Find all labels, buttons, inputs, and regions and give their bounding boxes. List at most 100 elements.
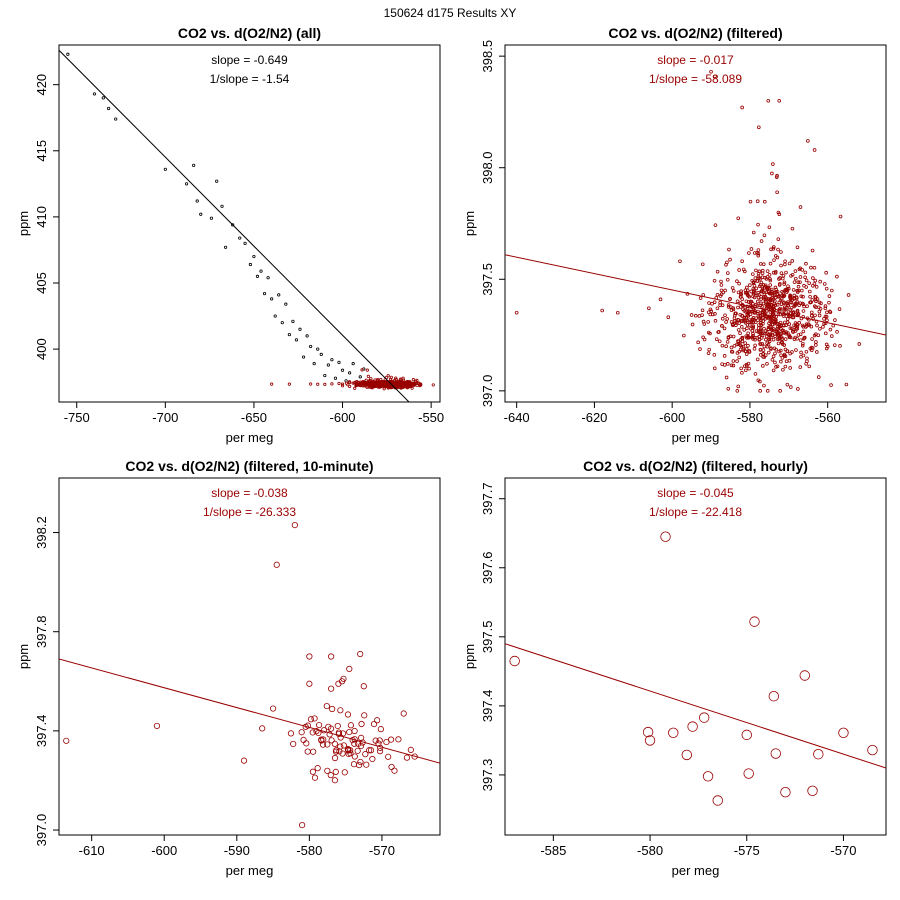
data-point — [768, 277, 772, 281]
data-point — [747, 366, 751, 371]
data-point — [757, 125, 761, 130]
data-point — [736, 339, 740, 343]
data-point — [720, 316, 725, 321]
data-point — [298, 729, 305, 736]
data-point — [344, 711, 352, 718]
y-tick-label: 398.2 — [34, 516, 49, 549]
data-point — [725, 340, 730, 344]
data-point — [783, 337, 788, 341]
data-point — [781, 367, 785, 372]
data-point — [824, 270, 828, 275]
data-point — [215, 179, 219, 183]
data-point — [698, 347, 702, 351]
data-point — [770, 322, 775, 327]
data-point — [814, 299, 818, 304]
data-point — [814, 285, 819, 289]
data-point — [712, 366, 717, 371]
data-point — [220, 204, 224, 208]
data-point — [775, 190, 779, 195]
data-point — [751, 326, 755, 330]
data-point — [735, 279, 739, 283]
plot-area — [59, 49, 435, 402]
data-point — [700, 262, 705, 267]
data-point — [813, 313, 817, 318]
data-point — [647, 306, 651, 311]
data-point — [767, 333, 771, 337]
data-point — [761, 348, 766, 352]
data-point — [717, 339, 722, 344]
data-point — [323, 382, 327, 387]
data-point — [838, 344, 842, 348]
y-tick-label: 397.4 — [34, 715, 49, 748]
data-point — [736, 216, 741, 221]
data-point — [403, 754, 411, 761]
data-point — [287, 382, 291, 386]
data-point — [766, 286, 770, 290]
data-point — [762, 199, 767, 204]
y-axis-label: ppm — [16, 211, 31, 236]
data-point — [391, 382, 395, 386]
data-point — [615, 310, 620, 315]
data-point — [356, 380, 360, 385]
data-point — [724, 375, 729, 380]
data-point — [867, 744, 878, 756]
data-point — [712, 300, 717, 305]
data-point — [835, 330, 839, 334]
data-point — [723, 313, 727, 318]
x-tick-label: -585 — [540, 843, 566, 858]
data-point — [748, 312, 753, 317]
data-point — [725, 277, 730, 282]
data-point — [351, 740, 358, 747]
data-point — [825, 310, 829, 315]
data-point — [777, 349, 781, 354]
data-point — [337, 360, 341, 364]
data-point — [744, 347, 749, 351]
data-point — [385, 753, 392, 760]
data-point — [740, 371, 744, 375]
data-point — [783, 259, 787, 264]
data-point — [712, 353, 717, 357]
data-point — [745, 288, 750, 293]
data-point — [372, 384, 376, 388]
data-point — [291, 521, 298, 529]
data-point — [757, 338, 762, 342]
y-tick-label: 398.5 — [480, 40, 495, 73]
data-point — [736, 384, 741, 389]
data-point — [772, 301, 777, 306]
data-point — [329, 705, 336, 713]
data-point — [767, 273, 772, 277]
x-tick-label: -580 — [737, 410, 763, 425]
data-point — [779, 271, 784, 275]
data-point — [758, 303, 763, 308]
data-point — [778, 389, 782, 393]
data-point — [310, 748, 317, 755]
data-point — [712, 795, 723, 806]
panel-1: CO2 vs. d(O2/N2) (all) -750 -700 -650 -600 -5… — [16, 25, 444, 445]
data-point — [744, 299, 749, 304]
data-point — [761, 351, 766, 356]
data-point — [370, 720, 378, 728]
data-point — [715, 269, 720, 274]
data-point — [687, 721, 698, 732]
data-point — [821, 325, 825, 329]
data-point — [740, 105, 744, 110]
data-point — [710, 312, 715, 317]
data-point — [739, 344, 744, 349]
data-point — [353, 380, 357, 384]
data-point — [812, 304, 817, 308]
data-point — [776, 332, 780, 337]
data-point — [803, 275, 807, 280]
data-point — [431, 383, 435, 387]
data-point — [786, 300, 790, 304]
data-point — [756, 326, 761, 330]
data-point — [360, 683, 367, 690]
data-point — [330, 382, 334, 386]
data-point — [406, 379, 410, 384]
data-point — [758, 347, 763, 352]
data-point — [739, 292, 744, 297]
data-point — [359, 382, 363, 386]
data-point — [367, 747, 375, 754]
data-point — [712, 278, 717, 283]
y-tick-label: 397.7 — [480, 482, 495, 515]
data-point — [709, 69, 713, 74]
